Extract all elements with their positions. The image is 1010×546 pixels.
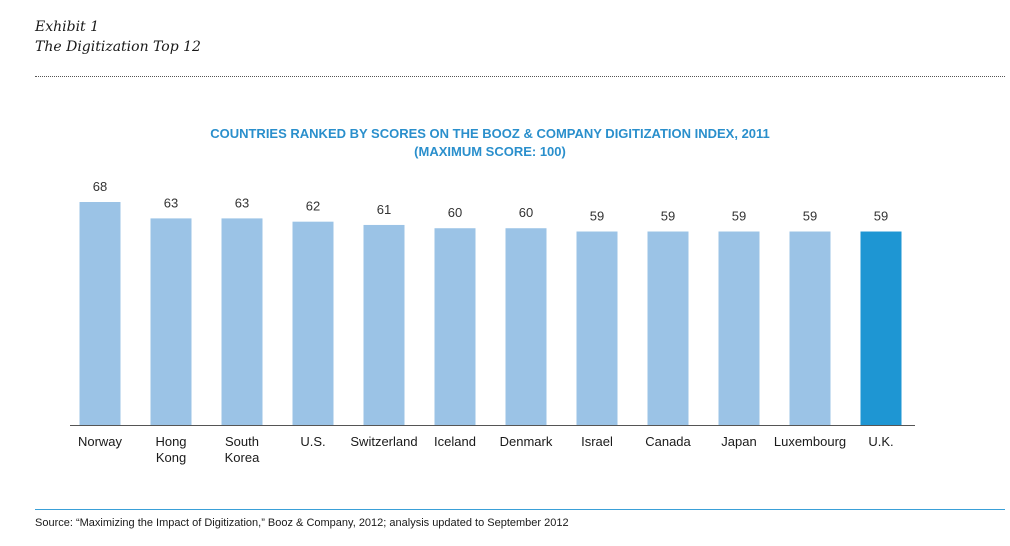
chart-title: COUNTRIES RANKED BY SCORES ON THE BOOZ &…	[120, 125, 860, 161]
x-tick-label: Denmark	[500, 434, 553, 449]
x-tick-label-line: Kong	[156, 450, 186, 465]
bar-value-label: 59	[803, 209, 817, 224]
source-divider	[35, 509, 1005, 510]
bar	[292, 221, 334, 425]
x-tick-label-line: Luxembourg	[774, 434, 846, 449]
chart-title-line-2: (MAXIMUM SCORE: 100)	[414, 144, 566, 159]
bar	[718, 231, 760, 425]
bar	[789, 231, 831, 425]
x-tick-label: Luxembourg	[774, 434, 846, 449]
bar-value-label: 68	[93, 179, 107, 194]
x-tick-label-line: Hong	[155, 434, 186, 449]
bar	[576, 231, 618, 425]
x-tick-label-line: Korea	[225, 450, 260, 465]
bar-value-label: 63	[164, 195, 178, 210]
header-divider	[35, 76, 1005, 77]
x-tick-label: Canada	[645, 434, 691, 449]
bar-value-label: 59	[874, 209, 888, 224]
x-tick-label-line: Iceland	[434, 434, 476, 449]
x-tick-label-line: South	[225, 434, 259, 449]
bar	[150, 218, 192, 425]
x-tick-label-line: U.S.	[300, 434, 325, 449]
exhibit-title: The Digitization Top 12	[35, 39, 201, 55]
bar-value-label: 59	[661, 209, 675, 224]
bar-value-label: 63	[235, 195, 249, 210]
bar	[434, 228, 476, 425]
x-tick-label: U.S.	[300, 434, 325, 449]
x-tick-label: Israel	[581, 434, 613, 449]
exhibit-label: Exhibit 1	[35, 19, 100, 35]
bar	[647, 231, 689, 425]
chart-title-line-1: COUNTRIES RANKED BY SCORES ON THE BOOZ &…	[210, 126, 770, 141]
bar-value-label: 62	[306, 199, 320, 214]
bar	[363, 224, 405, 425]
x-tick-label-line: U.K.	[868, 434, 893, 449]
x-tick-label-line: Japan	[721, 434, 756, 449]
bar	[79, 202, 121, 425]
bar	[860, 231, 902, 425]
bar-value-label: 59	[590, 209, 604, 224]
x-tick-label: Norway	[78, 434, 123, 449]
source-note: Source: “Maximizing the Impact of Digiti…	[35, 517, 569, 529]
x-tick-label: Iceland	[434, 434, 476, 449]
x-tick-label: South Korea	[225, 434, 260, 465]
bar	[221, 218, 263, 425]
x-tick-label: U.K.	[868, 434, 893, 449]
bar	[505, 228, 547, 425]
x-tick-label: Japan	[721, 434, 756, 449]
bar-value-label: 60	[448, 205, 462, 220]
x-tick-label-line: Switzerland	[350, 434, 417, 449]
x-tick-label: Hong Kong	[155, 434, 186, 465]
x-tick-label: Switzerland	[350, 434, 417, 449]
x-tick-label-line: Israel	[581, 434, 613, 449]
x-tick-label-line: Canada	[645, 434, 691, 449]
x-tick-label-line: Norway	[78, 434, 123, 449]
bar-value-label: 60	[519, 205, 533, 220]
x-tick-label-line: Denmark	[500, 434, 553, 449]
bar-value-label: 59	[732, 209, 746, 224]
bar-value-label: 61	[377, 202, 391, 217]
